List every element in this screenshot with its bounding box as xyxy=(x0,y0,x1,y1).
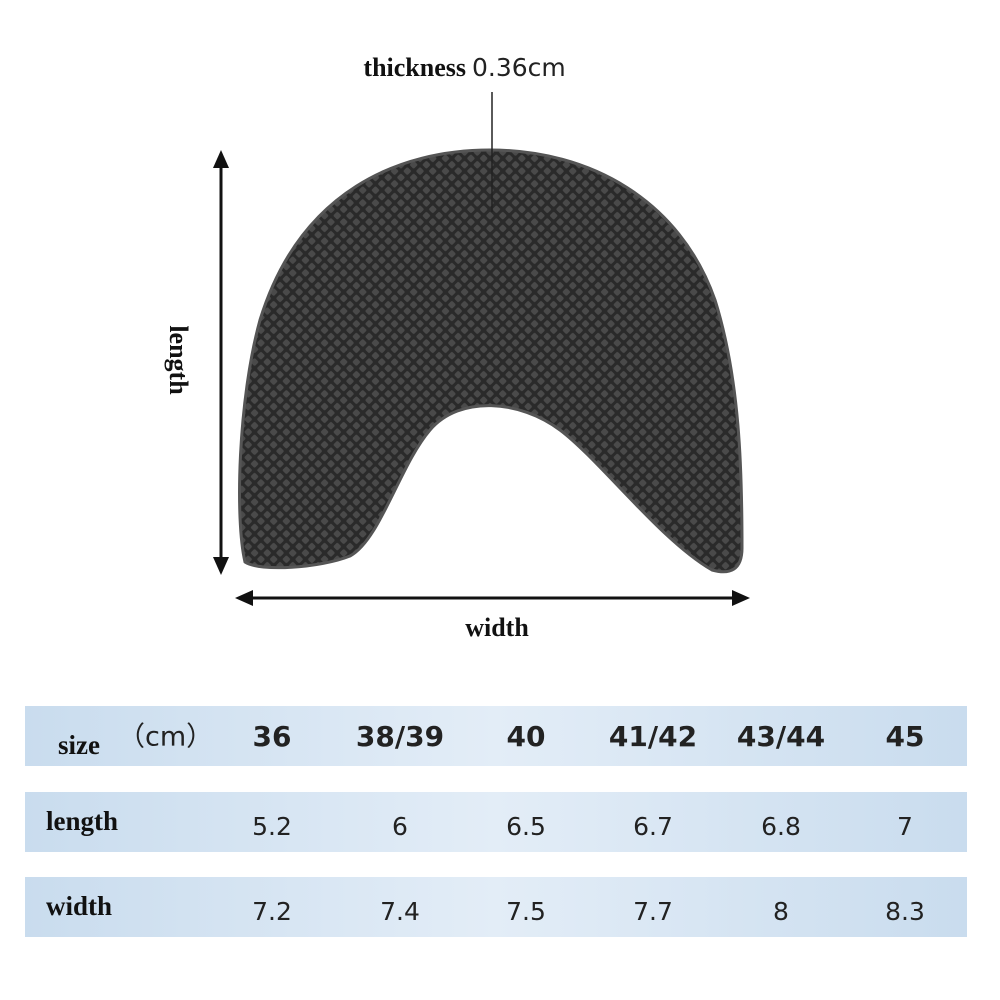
value-cell: 8 xyxy=(773,897,789,926)
length-label: length xyxy=(164,325,193,395)
size-cell: 38/39 xyxy=(356,720,444,753)
row-label: width xyxy=(46,891,112,921)
size-cell: 40 xyxy=(507,720,546,753)
value-cell: 8.3 xyxy=(885,897,925,926)
value-cell: 7.5 xyxy=(506,897,546,926)
size-cell: 36 xyxy=(253,720,292,753)
value-cell: 6 xyxy=(392,812,408,841)
value-cell: 7.4 xyxy=(380,897,420,926)
row-label: size xyxy=(58,730,100,760)
value-cell: 7.7 xyxy=(633,897,673,926)
value-cell: 6.5 xyxy=(506,812,546,841)
thickness-value: 0.36cm xyxy=(472,53,566,82)
row-band xyxy=(25,792,967,852)
thickness-label: thickness xyxy=(363,53,466,82)
length-arrow xyxy=(213,150,229,575)
heel-pad xyxy=(238,148,744,574)
row-label: length xyxy=(46,806,118,836)
value-cell: 7 xyxy=(897,812,913,841)
value-cell: 6.7 xyxy=(633,812,673,841)
width-arrow xyxy=(235,590,750,606)
row-unit: （cm） xyxy=(118,722,213,753)
value-cell: 5.2 xyxy=(252,812,292,841)
row-band xyxy=(25,877,967,937)
value-cell: 7.2 xyxy=(252,897,292,926)
row-band xyxy=(25,706,967,766)
size-cell: 41/42 xyxy=(609,720,697,753)
value-cell: 6.8 xyxy=(761,812,801,841)
size-cell: 45 xyxy=(886,720,925,753)
width-label: width xyxy=(465,613,529,642)
size-table: size （cm） 36 38/39 40 41/42 43/44 45 length 5.2 6 6… xyxy=(25,706,967,937)
size-cell: 43/44 xyxy=(737,720,825,753)
